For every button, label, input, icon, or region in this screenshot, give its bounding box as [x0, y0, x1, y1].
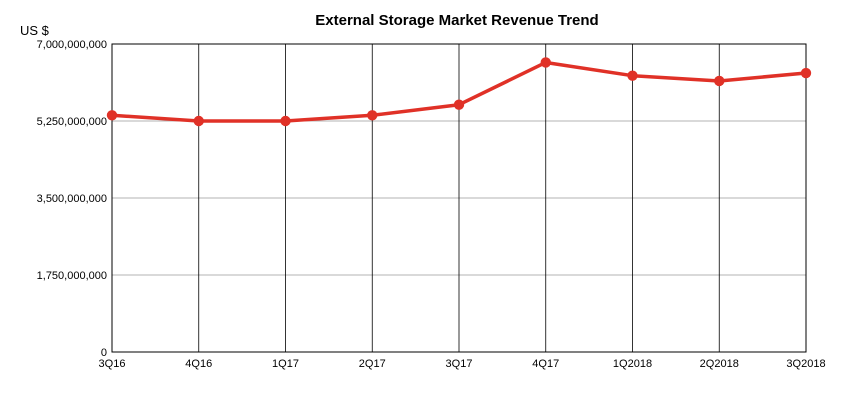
- x-tick-label: 3Q17: [446, 358, 473, 370]
- data-point: [280, 115, 291, 127]
- x-tick-label: 1Q17: [272, 358, 299, 370]
- y-tick-label: 3,500,000,000: [37, 193, 107, 205]
- data-series: [106, 57, 812, 127]
- x-tick-label: 1Q2018: [613, 358, 652, 370]
- gridlines: [112, 44, 806, 352]
- data-point: [627, 70, 638, 81]
- y-tick-label: 1,750,000,000: [37, 270, 107, 282]
- data-point: [106, 110, 118, 121]
- x-tick-label: 3Q16: [99, 358, 126, 370]
- unit-label: US $: [20, 23, 50, 38]
- data-point: [453, 99, 465, 110]
- y-tick-label: 0: [101, 347, 107, 359]
- y-tick-label: 7,000,000,000: [37, 39, 107, 51]
- data-point: [193, 115, 204, 127]
- x-tick-label: 4Q16: [185, 358, 212, 370]
- data-point: [714, 75, 725, 87]
- x-tick-label: 2Q2018: [700, 358, 739, 370]
- y-tick-label: 5,250,000,000: [37, 116, 107, 128]
- plot-frame: [111, 43, 807, 353]
- x-tick-label: 4Q17: [532, 358, 559, 370]
- data-point: [800, 67, 812, 79]
- x-tick-label: 3Q2018: [786, 358, 825, 370]
- chart-title: External Storage Market Revenue Trend: [315, 12, 598, 29]
- x-tick-label: 2Q17: [359, 358, 386, 370]
- data-point: [540, 57, 551, 68]
- tick-labels: 0 1,750,000,000 3,500,000,000 5,250,000,000…: [37, 39, 826, 370]
- data-point: [367, 110, 378, 121]
